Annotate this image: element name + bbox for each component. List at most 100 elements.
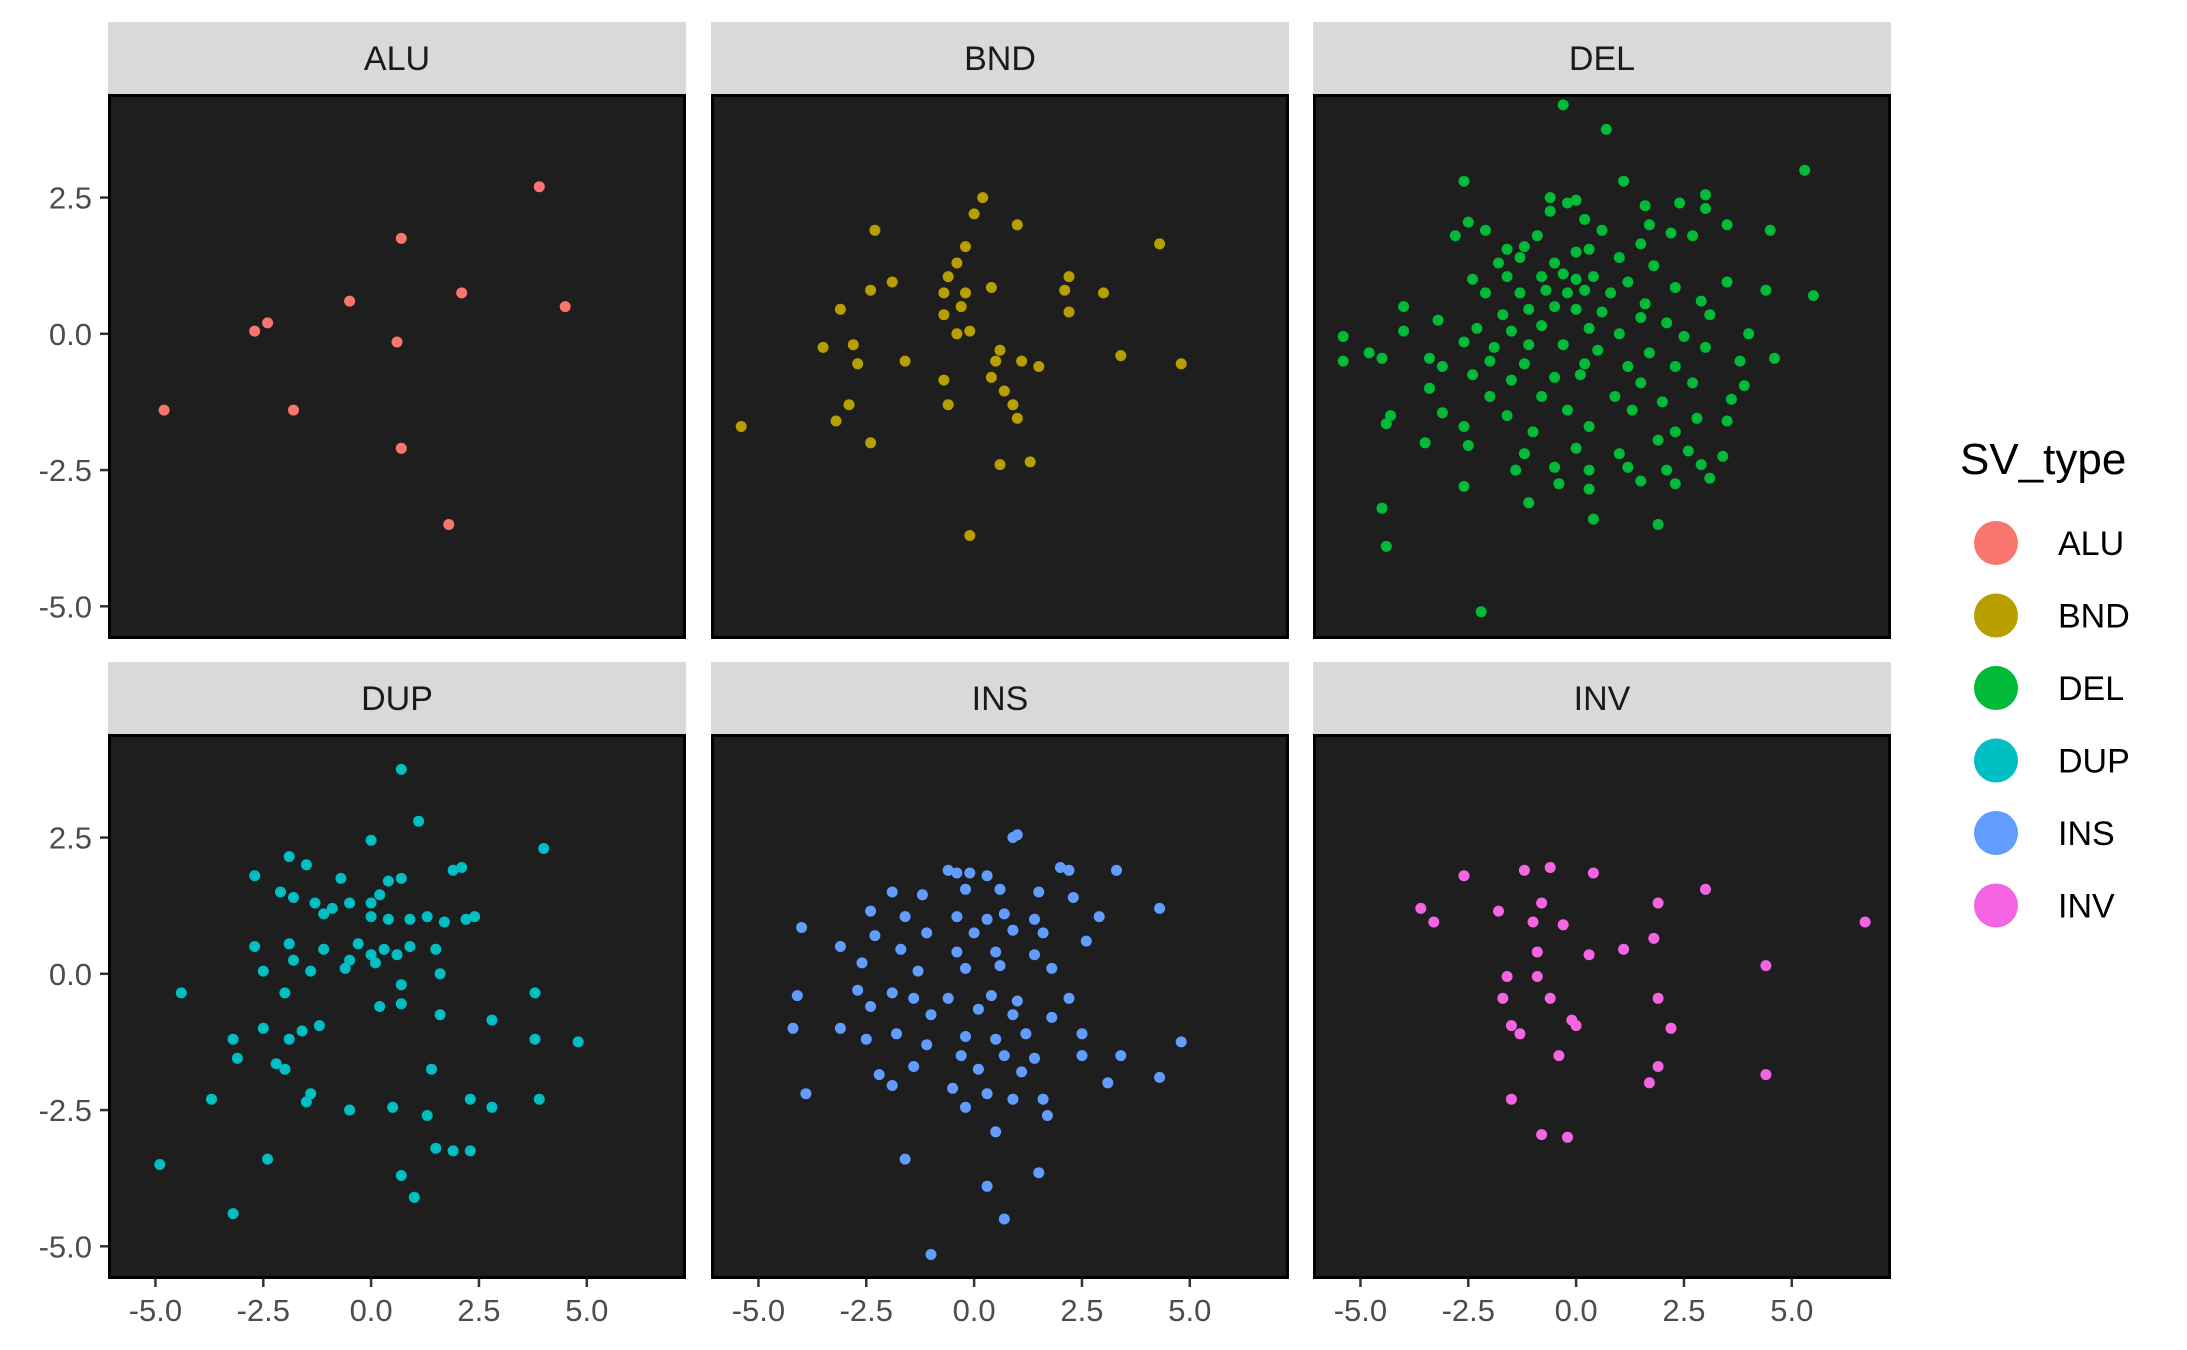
data-point-bnd <box>852 358 864 370</box>
data-point-inv <box>1531 946 1543 958</box>
data-point-alu <box>395 442 407 454</box>
data-point-del <box>1682 445 1694 457</box>
data-point-dup <box>288 954 299 966</box>
data-point-dup <box>460 913 472 925</box>
data-point-del <box>1687 230 1699 242</box>
data-point-dup <box>426 1063 437 1075</box>
data-point-dup <box>154 1159 166 1170</box>
data-point-del <box>1570 246 1582 258</box>
data-point-ins <box>955 1050 967 1062</box>
data-point-bnd <box>1115 350 1127 362</box>
facet-alu: ALU <box>108 22 686 639</box>
data-point-del <box>1639 200 1651 212</box>
data-point-alu <box>533 181 545 193</box>
data-point-del <box>1587 271 1599 283</box>
data-point-del <box>1432 314 1444 326</box>
data-point-del <box>1618 175 1630 187</box>
data-point-del <box>1467 369 1479 381</box>
data-point-del <box>1609 391 1621 402</box>
data-point-del <box>1527 426 1539 438</box>
facet-panels: ALU BND DEL DUP INS INV <box>108 22 1891 1279</box>
data-point-ins <box>886 1080 898 1091</box>
data-point-dup <box>395 979 407 991</box>
data-point-dup <box>421 1110 433 1121</box>
y-tick-label: -5.0 <box>39 1229 92 1264</box>
data-point-inv <box>1493 905 1504 917</box>
data-point-ins <box>960 962 971 974</box>
data-point-dup <box>447 1145 459 1157</box>
data-point-bnd <box>998 385 1010 397</box>
data-point-del <box>1484 391 1496 402</box>
x-tick-label: -2.5 <box>1442 1293 1495 1328</box>
data-point-ins <box>908 1061 920 1072</box>
data-point-inv <box>1557 919 1569 931</box>
data-point-bnd <box>1016 355 1028 367</box>
data-point-del <box>1544 192 1556 204</box>
data-point-ins <box>886 987 898 999</box>
data-point-dup <box>486 1014 498 1026</box>
data-point-bnd <box>1098 287 1109 299</box>
data-point-del <box>1622 276 1634 288</box>
data-point-del <box>1471 322 1483 334</box>
x-tick-label: 0.0 <box>1555 1293 1598 1328</box>
data-point-ins <box>1067 892 1079 903</box>
legend-key-dup <box>1974 738 2018 783</box>
data-point-del <box>1648 260 1660 272</box>
data-point-inv <box>1665 1022 1677 1034</box>
data-point-inv <box>1562 1131 1573 1143</box>
data-point-del <box>1579 213 1591 225</box>
data-point-alu <box>158 404 170 416</box>
x-tick-label: 2.5 <box>1662 1293 1705 1328</box>
data-point-bnd <box>886 276 898 288</box>
data-point-ins <box>1046 1011 1058 1023</box>
data-point-ins <box>908 992 920 1004</box>
data-point-dup <box>339 962 351 974</box>
data-point-alu <box>456 287 468 299</box>
data-point-ins <box>856 957 868 969</box>
legend-label-ins: INS <box>2058 815 2115 853</box>
data-point-ins <box>925 1009 937 1021</box>
data-point-dup <box>296 1025 308 1037</box>
data-point-bnd <box>735 421 747 432</box>
data-point-bnd <box>1154 238 1166 250</box>
data-point-del <box>1760 284 1772 296</box>
data-point-del <box>1678 331 1690 342</box>
data-point-ins <box>998 908 1010 920</box>
data-point-dup <box>365 834 377 846</box>
data-point-dup <box>447 864 459 876</box>
panel-background-alu <box>108 94 686 639</box>
data-point-inv <box>1527 916 1539 928</box>
legend-key-bnd <box>1974 593 2018 638</box>
data-point-ins <box>981 870 993 882</box>
data-point-bnd <box>960 241 971 253</box>
data-point-del <box>1540 284 1552 296</box>
data-point-del <box>1518 358 1530 370</box>
facet-strip-label-inv: INV <box>1574 680 1631 718</box>
data-point-bnd <box>869 224 881 236</box>
data-point-del <box>1643 347 1655 359</box>
data-point-ins <box>951 867 963 879</box>
legend-key-del <box>1974 666 2018 710</box>
data-point-del <box>1462 216 1474 228</box>
data-point-del <box>1700 341 1711 353</box>
data-point-del <box>1501 271 1513 283</box>
data-point-ins <box>1029 1052 1040 1064</box>
data-point-dup <box>249 870 261 882</box>
data-point-dup <box>374 1001 386 1012</box>
data-point-bnd <box>951 257 963 269</box>
data-point-alu <box>288 404 299 416</box>
data-point-del <box>1583 322 1595 334</box>
legend-title: SV_type <box>1960 435 2126 484</box>
data-point-del <box>1523 339 1535 351</box>
legend-label-del: DEL <box>2058 670 2124 708</box>
data-point-del <box>1596 306 1608 318</box>
data-point-alu <box>262 317 274 329</box>
data-point-del <box>1669 426 1681 438</box>
data-point-bnd <box>1033 361 1045 372</box>
data-point-ins <box>1076 1050 1088 1062</box>
data-point-ins <box>1007 1093 1019 1105</box>
data-point-inv <box>1587 867 1599 879</box>
data-point-dup <box>404 913 416 925</box>
data-point-bnd <box>1063 306 1075 318</box>
data-point-del <box>1725 393 1737 405</box>
